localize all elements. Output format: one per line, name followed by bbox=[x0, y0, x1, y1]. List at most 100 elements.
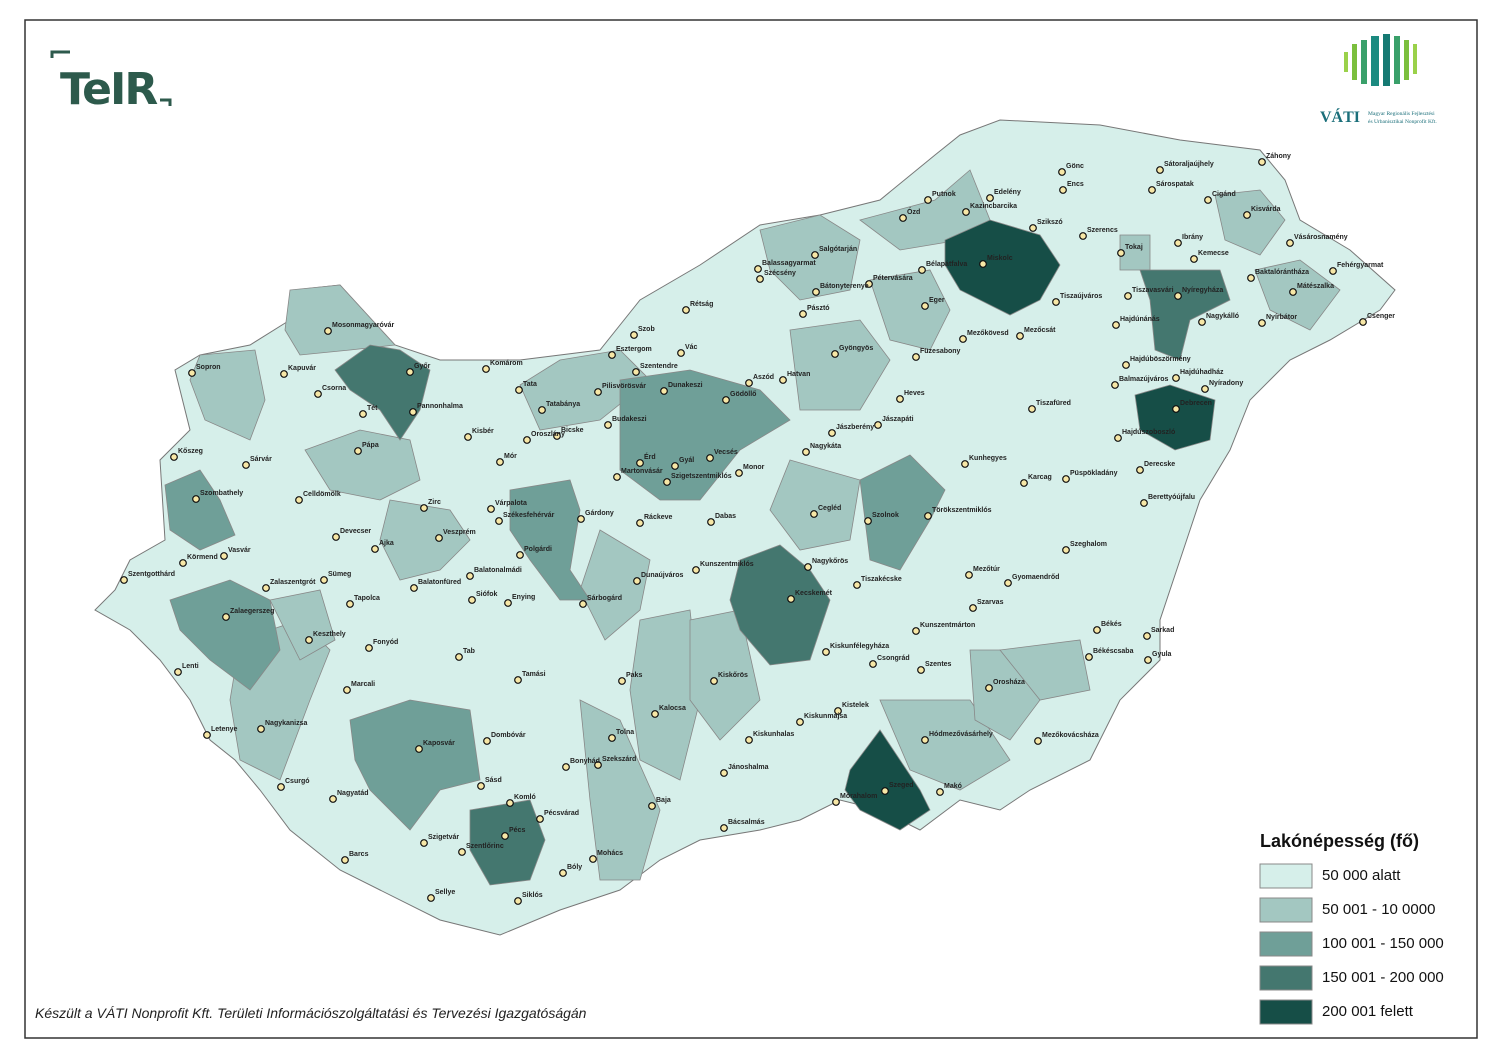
city-marker bbox=[633, 577, 641, 585]
city-marker bbox=[1093, 626, 1101, 634]
city-marker bbox=[1016, 332, 1024, 340]
district bbox=[689, 609, 761, 741]
city-label: Tata bbox=[523, 381, 537, 388]
city-marker bbox=[1198, 318, 1206, 326]
city-marker bbox=[677, 349, 685, 357]
city-marker bbox=[420, 839, 428, 847]
city-label: Gönc bbox=[1066, 163, 1084, 170]
city-marker bbox=[170, 453, 178, 461]
city-marker bbox=[604, 421, 612, 429]
city-label: Zalaegerszeg bbox=[230, 608, 274, 615]
map-shapes bbox=[94, 119, 1396, 936]
city-marker bbox=[663, 478, 671, 486]
city-marker bbox=[257, 725, 265, 733]
city-marker bbox=[496, 458, 504, 466]
city-label: Kiskunmajsa bbox=[804, 713, 847, 720]
city-marker bbox=[1243, 211, 1251, 219]
legend-swatch bbox=[1259, 965, 1313, 991]
district bbox=[509, 479, 591, 601]
city-marker bbox=[174, 668, 182, 676]
city-marker bbox=[671, 462, 679, 470]
city-label: Győr bbox=[414, 363, 431, 370]
city-marker bbox=[834, 707, 842, 715]
city-label: Törökszentmiklós bbox=[932, 507, 992, 514]
city-marker bbox=[343, 686, 351, 694]
city-marker bbox=[608, 351, 616, 359]
city-marker bbox=[720, 769, 728, 777]
city-label: Balmazújváros bbox=[1119, 376, 1169, 383]
district bbox=[769, 459, 861, 551]
city-label: Kazincbarcika bbox=[970, 203, 1017, 210]
city-marker bbox=[1052, 298, 1060, 306]
city-label: Mór bbox=[504, 453, 517, 460]
city-marker bbox=[341, 856, 349, 864]
district bbox=[189, 349, 266, 441]
city-label: Gyál bbox=[679, 457, 694, 464]
city-label: Miskolc bbox=[987, 255, 1013, 262]
city-label: Kisbér bbox=[472, 428, 494, 435]
city-marker bbox=[682, 306, 690, 314]
city-marker bbox=[553, 432, 561, 440]
city-label: Szeged bbox=[889, 782, 914, 789]
city-label: Tiszakécske bbox=[861, 576, 902, 583]
city-marker bbox=[921, 302, 929, 310]
city-label: Csorna bbox=[322, 385, 346, 392]
city-marker bbox=[1028, 405, 1036, 413]
city-marker bbox=[1172, 405, 1180, 413]
city-label: Hajdúnánás bbox=[1120, 316, 1160, 323]
city-marker bbox=[506, 799, 514, 807]
city-marker bbox=[1020, 479, 1028, 487]
city-label: Dunakeszi bbox=[668, 382, 703, 389]
city-label: Enying bbox=[512, 594, 535, 601]
city-label: Püspökladány bbox=[1070, 470, 1118, 477]
city-marker bbox=[1190, 255, 1198, 263]
city-marker bbox=[865, 280, 873, 288]
city-label: Tiszafüred bbox=[1036, 400, 1071, 407]
logo-bar bbox=[1404, 40, 1409, 80]
city-marker bbox=[466, 572, 474, 580]
city-marker bbox=[912, 353, 920, 361]
logo-subtext: Magyar Regionális Fejlesztési bbox=[1368, 111, 1435, 117]
city-marker bbox=[1329, 267, 1337, 275]
city-label: Hatvan bbox=[787, 371, 810, 378]
city-marker bbox=[1114, 434, 1122, 442]
city-label: Székesfehérvár bbox=[503, 512, 555, 519]
city-marker bbox=[1247, 274, 1255, 282]
city-label: Kunszentmárton bbox=[920, 622, 975, 629]
city-marker bbox=[754, 265, 762, 273]
city-label: Szob bbox=[638, 326, 655, 333]
city-label: Veszprém bbox=[443, 529, 476, 536]
city-marker bbox=[802, 448, 810, 456]
city-label: Berettyóújfalu bbox=[1148, 494, 1195, 501]
city-marker bbox=[779, 376, 787, 384]
city-marker bbox=[1156, 166, 1164, 174]
city-marker bbox=[458, 848, 466, 856]
city-marker bbox=[722, 396, 730, 404]
city-label: Szarvas bbox=[977, 599, 1004, 606]
district bbox=[579, 529, 651, 641]
city-marker bbox=[409, 408, 417, 416]
city-label: Sellye bbox=[435, 889, 455, 896]
city-marker bbox=[1148, 186, 1156, 194]
district bbox=[284, 284, 396, 356]
city-label: Tokaj bbox=[1125, 244, 1143, 251]
city-marker bbox=[120, 576, 128, 584]
city-marker bbox=[455, 653, 463, 661]
city-marker bbox=[435, 534, 443, 542]
city-marker bbox=[1062, 546, 1070, 554]
logo-bar bbox=[1352, 44, 1357, 80]
city-label: Várpalota bbox=[495, 500, 527, 507]
city-marker bbox=[1140, 499, 1148, 507]
city-marker bbox=[796, 718, 804, 726]
district bbox=[579, 699, 661, 881]
city-label: Sásd bbox=[485, 777, 502, 784]
district bbox=[759, 214, 861, 301]
city-marker bbox=[651, 710, 659, 718]
city-label: Kaposvár bbox=[423, 740, 455, 747]
city-marker bbox=[720, 824, 728, 832]
legend-swatch bbox=[1259, 999, 1313, 1025]
city-marker bbox=[912, 627, 920, 635]
city-marker bbox=[1172, 374, 1180, 382]
city-label: Orosháza bbox=[993, 679, 1025, 686]
city-marker bbox=[986, 194, 994, 202]
